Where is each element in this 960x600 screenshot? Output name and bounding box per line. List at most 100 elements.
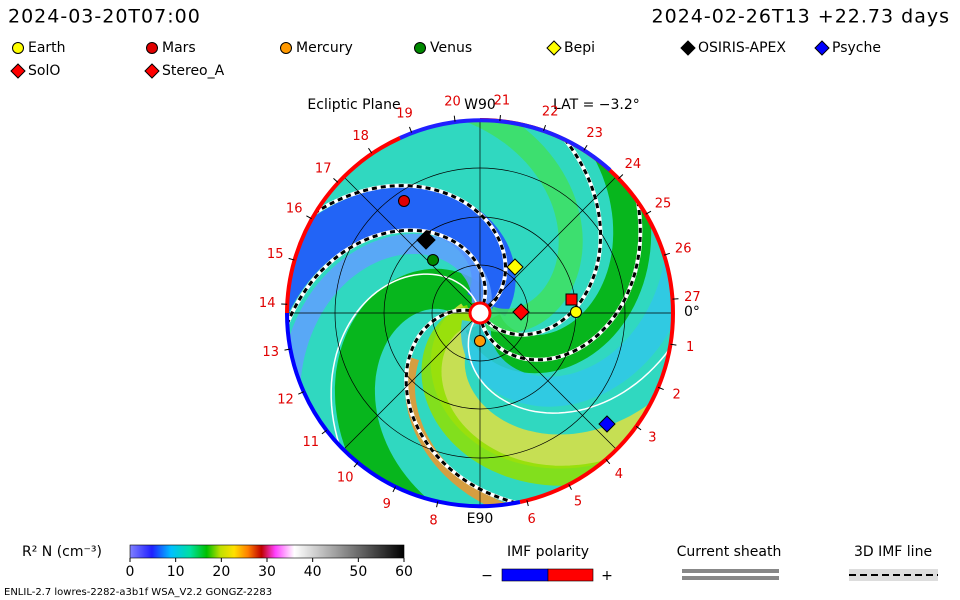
sheath-line [682, 576, 779, 580]
rim-tick [663, 252, 670, 256]
sheath-title: Current sheath [677, 544, 782, 560]
spacecraft [398, 195, 616, 433]
rim-tick [306, 215, 312, 220]
rim-tick [526, 500, 529, 507]
rim-tick [635, 425, 642, 431]
longitude-label: 6 [528, 512, 536, 527]
rim-tick [568, 484, 572, 490]
legend: Earth Mars Mercury Venus Bepi OSIRIS-APEX Psyc… [10, 40, 881, 79]
mars-marker [398, 195, 410, 207]
colorbar-tick-label: 20 [212, 564, 230, 580]
longitude-label: 21 [494, 94, 511, 109]
colorbar [129, 544, 405, 559]
rim-tick [583, 145, 588, 151]
bottom-label: E90 [467, 511, 494, 527]
legend-marker [414, 42, 426, 54]
longitude-label: 27 [684, 290, 701, 305]
imf-minus: − [481, 568, 493, 584]
colorbar-label: R² N (cm⁻³) [22, 544, 102, 560]
legend-marker [10, 63, 26, 79]
legend-label: Psyche [832, 40, 881, 56]
colorbar-tick-label: 0 [126, 564, 135, 580]
rim-tick [333, 177, 339, 183]
right-label: 0° [684, 304, 700, 320]
legend-label: Stereo_A [162, 63, 225, 79]
sun [468, 301, 492, 325]
rim-tick [436, 501, 439, 508]
legend-marker [144, 63, 160, 79]
legend-marker [546, 40, 562, 56]
longitude-label: 19 [396, 106, 413, 121]
longitude-label: 25 [655, 197, 672, 212]
colorbar-tick-label: 40 [304, 564, 322, 580]
colorbar-tick-label: 60 [395, 564, 413, 580]
rim-tick [392, 486, 397, 493]
longitude-label: 16 [286, 201, 303, 216]
rim-tick [499, 115, 501, 122]
mercury-marker [474, 335, 486, 347]
legend-label: OSIRIS-APEX [698, 40, 786, 56]
latitude: LAT = −3.2° [553, 97, 640, 113]
imf3d-title: 3D IMF line [854, 544, 932, 560]
legend-label: Bepi [564, 40, 595, 56]
rim-tick [353, 462, 359, 468]
solo-marker [512, 303, 530, 321]
longitude-label: 9 [383, 497, 391, 512]
rim-tick [618, 174, 624, 180]
stereo-a-marker [565, 293, 578, 306]
plot-title: Ecliptic Plane [307, 97, 400, 113]
longitude-label: 22 [542, 104, 559, 119]
longitude-label: 2 [672, 388, 680, 403]
longitude-label: 14 [259, 296, 276, 311]
rim-tick [657, 386, 664, 391]
longitude-label: 11 [303, 435, 320, 450]
longitude-label: 17 [315, 161, 332, 176]
colorbar-tick-label: 30 [258, 564, 276, 580]
longitude-label: 12 [277, 392, 294, 407]
top-label: W90 [464, 97, 496, 113]
rim-tick [298, 391, 304, 395]
imf-line [485, 120, 602, 337]
rim-tick [543, 124, 547, 131]
longitude-label: 1 [686, 340, 694, 355]
legend-marker [680, 40, 696, 56]
rim-tick [288, 257, 295, 261]
imf-positive [547, 568, 594, 582]
longitude-label: 26 [675, 242, 692, 257]
rim-arc [285, 136, 401, 314]
longitude-label: 24 [625, 157, 642, 172]
rim-tick [670, 343, 677, 346]
legend-label: Earth [28, 40, 66, 56]
imf-line [287, 228, 487, 415]
longitude-label: 15 [267, 247, 284, 262]
longitude-label: 10 [337, 470, 354, 485]
longitude-label: 8 [429, 513, 437, 528]
legend-marker [12, 42, 24, 54]
sheath-line [682, 569, 779, 573]
plot: Ecliptic Plane W90 E90 LAT = −3.2° 0° 12… [259, 94, 701, 529]
rim [284, 118, 676, 509]
colorbar-tick-label: 10 [167, 564, 185, 580]
imf-negative [501, 568, 549, 582]
rim-tick [605, 458, 611, 465]
header-run: 2024-02-26T13 +22.73 days [652, 6, 950, 28]
longitude-label: 4 [615, 467, 623, 482]
longitude-label: 5 [574, 495, 582, 510]
density-arm [405, 357, 578, 506]
legend-label: Mars [162, 40, 196, 56]
bepi-marker [506, 258, 524, 276]
longitude-label: 3 [648, 431, 656, 446]
earth-marker [570, 306, 582, 318]
longitude-label: 23 [586, 126, 603, 141]
legend-marker [814, 40, 830, 56]
colorbar-ticks: 0 10 20 30 40 50 60 [126, 558, 413, 580]
legend-label: Mercury [296, 40, 353, 56]
psyche-marker [598, 415, 616, 433]
venus-marker [427, 254, 439, 266]
legend-marker [280, 42, 292, 54]
longitude-label: 18 [352, 129, 369, 144]
legend-marker [146, 42, 158, 54]
longitude-label: 20 [444, 94, 461, 109]
